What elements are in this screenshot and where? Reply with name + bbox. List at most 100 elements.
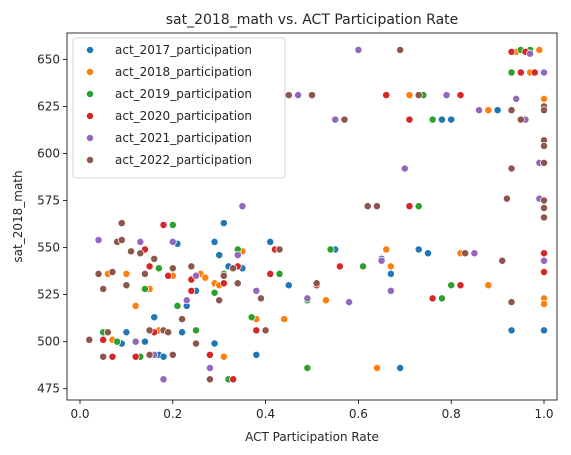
scatter-point [192,339,200,348]
scatter-point [99,335,108,344]
scatter-point [210,237,219,246]
scatter-point [540,141,548,150]
legend: act_2017_participation act_2018_participa… [72,37,286,179]
scatter-point [437,115,446,124]
scatter-point [507,47,516,56]
legend-label: act_2022_participation [115,153,252,167]
x-axis: 0.0 0.2 0.4 0.6 0.8 1.0 [70,400,554,421]
y-axis: 475 500 525 550 575 600 625 650 [37,52,67,396]
scatter-point [192,271,200,280]
scatter-point [540,94,548,103]
scatter-point [507,106,516,115]
scatter-point [131,337,140,346]
y-tick-label: 475 [37,382,60,396]
scatter-point [493,106,502,115]
scatter-point [540,213,548,222]
scatter-point [266,269,275,278]
scatter-point [456,91,465,100]
scatter-point [103,328,112,337]
scatter-point [526,49,535,58]
scatter-point [150,313,159,322]
scatter-point [159,352,168,361]
x-tick-label: 0.4 [256,407,275,421]
scatter-point [219,271,228,280]
scatter-point [145,350,154,359]
scatter-point [475,106,483,115]
scatter-point [484,106,493,115]
scatter-point [182,296,191,305]
scatter-point [201,273,210,282]
scatter-point [284,91,293,100]
scatter-point [540,158,548,167]
scatter-point [140,285,149,293]
scatter-point [159,375,168,384]
scatter-point [275,269,284,278]
plot-points [85,45,548,384]
scatter-point [108,268,117,276]
scatter-point [308,91,316,100]
scatter-point [507,68,516,77]
scatter-point [94,269,103,278]
scatter-point [447,281,456,290]
scatter-point [205,375,214,384]
scatter-point [247,313,256,322]
scatter-point [424,249,432,258]
y-tick-label: 625 [37,99,60,113]
scatter-point [405,91,414,100]
scatter-point [150,254,159,263]
legend-marker [86,156,94,164]
scatter-point [382,91,391,100]
scatter-point [192,326,200,335]
scatter-point [117,236,126,244]
scatter-point [178,315,187,324]
scatter-point [122,269,131,278]
scatter-point [159,221,168,229]
scatter-point [502,194,511,203]
chart-title: sat_2018_math vs. ACT Participation Rate [166,12,459,28]
scatter-point [85,335,94,344]
scatter-point [187,262,196,271]
scatter-point [168,264,177,273]
scatter-point [178,328,187,337]
y-tick-label: 600 [37,146,60,160]
scatter-point [331,115,340,124]
scatter-point [266,237,275,246]
scatter-point [99,352,108,361]
scatter-point [405,202,414,211]
x-tick-label: 0.0 [70,407,89,421]
legend-marker [86,68,94,76]
scatter-point [131,301,140,310]
scatter-point [363,202,372,211]
scatter-point [127,247,135,256]
scatter-point [540,268,548,276]
legend-marker [86,112,94,120]
scatter-point [540,300,548,308]
scatter-point [215,251,224,260]
scatter-point [122,281,131,290]
scatter-point [122,328,131,337]
scatter-point [400,164,409,173]
scatter-point [173,301,182,310]
scatter-point [238,202,247,211]
scatter-point [540,204,548,212]
scatter-point [168,237,177,246]
scatter-point [252,326,261,335]
scatter-point [205,364,214,372]
scatter-point [215,296,224,305]
scatter-point [131,352,140,361]
y-tick-label: 525 [37,288,60,302]
legend-label: act_2021_participation [115,131,252,145]
scatter-point [136,237,145,246]
scatter-point [516,68,525,77]
y-tick-label: 650 [37,52,60,66]
scatter-point [229,264,238,273]
scatter-point [284,281,293,290]
scatter-point [187,286,196,295]
scatter-point [382,245,391,254]
scatter-point [447,115,456,124]
scatter-point [340,115,349,124]
scatter-point [168,221,177,229]
scatter-point [312,279,321,288]
y-tick-label: 575 [37,194,60,208]
